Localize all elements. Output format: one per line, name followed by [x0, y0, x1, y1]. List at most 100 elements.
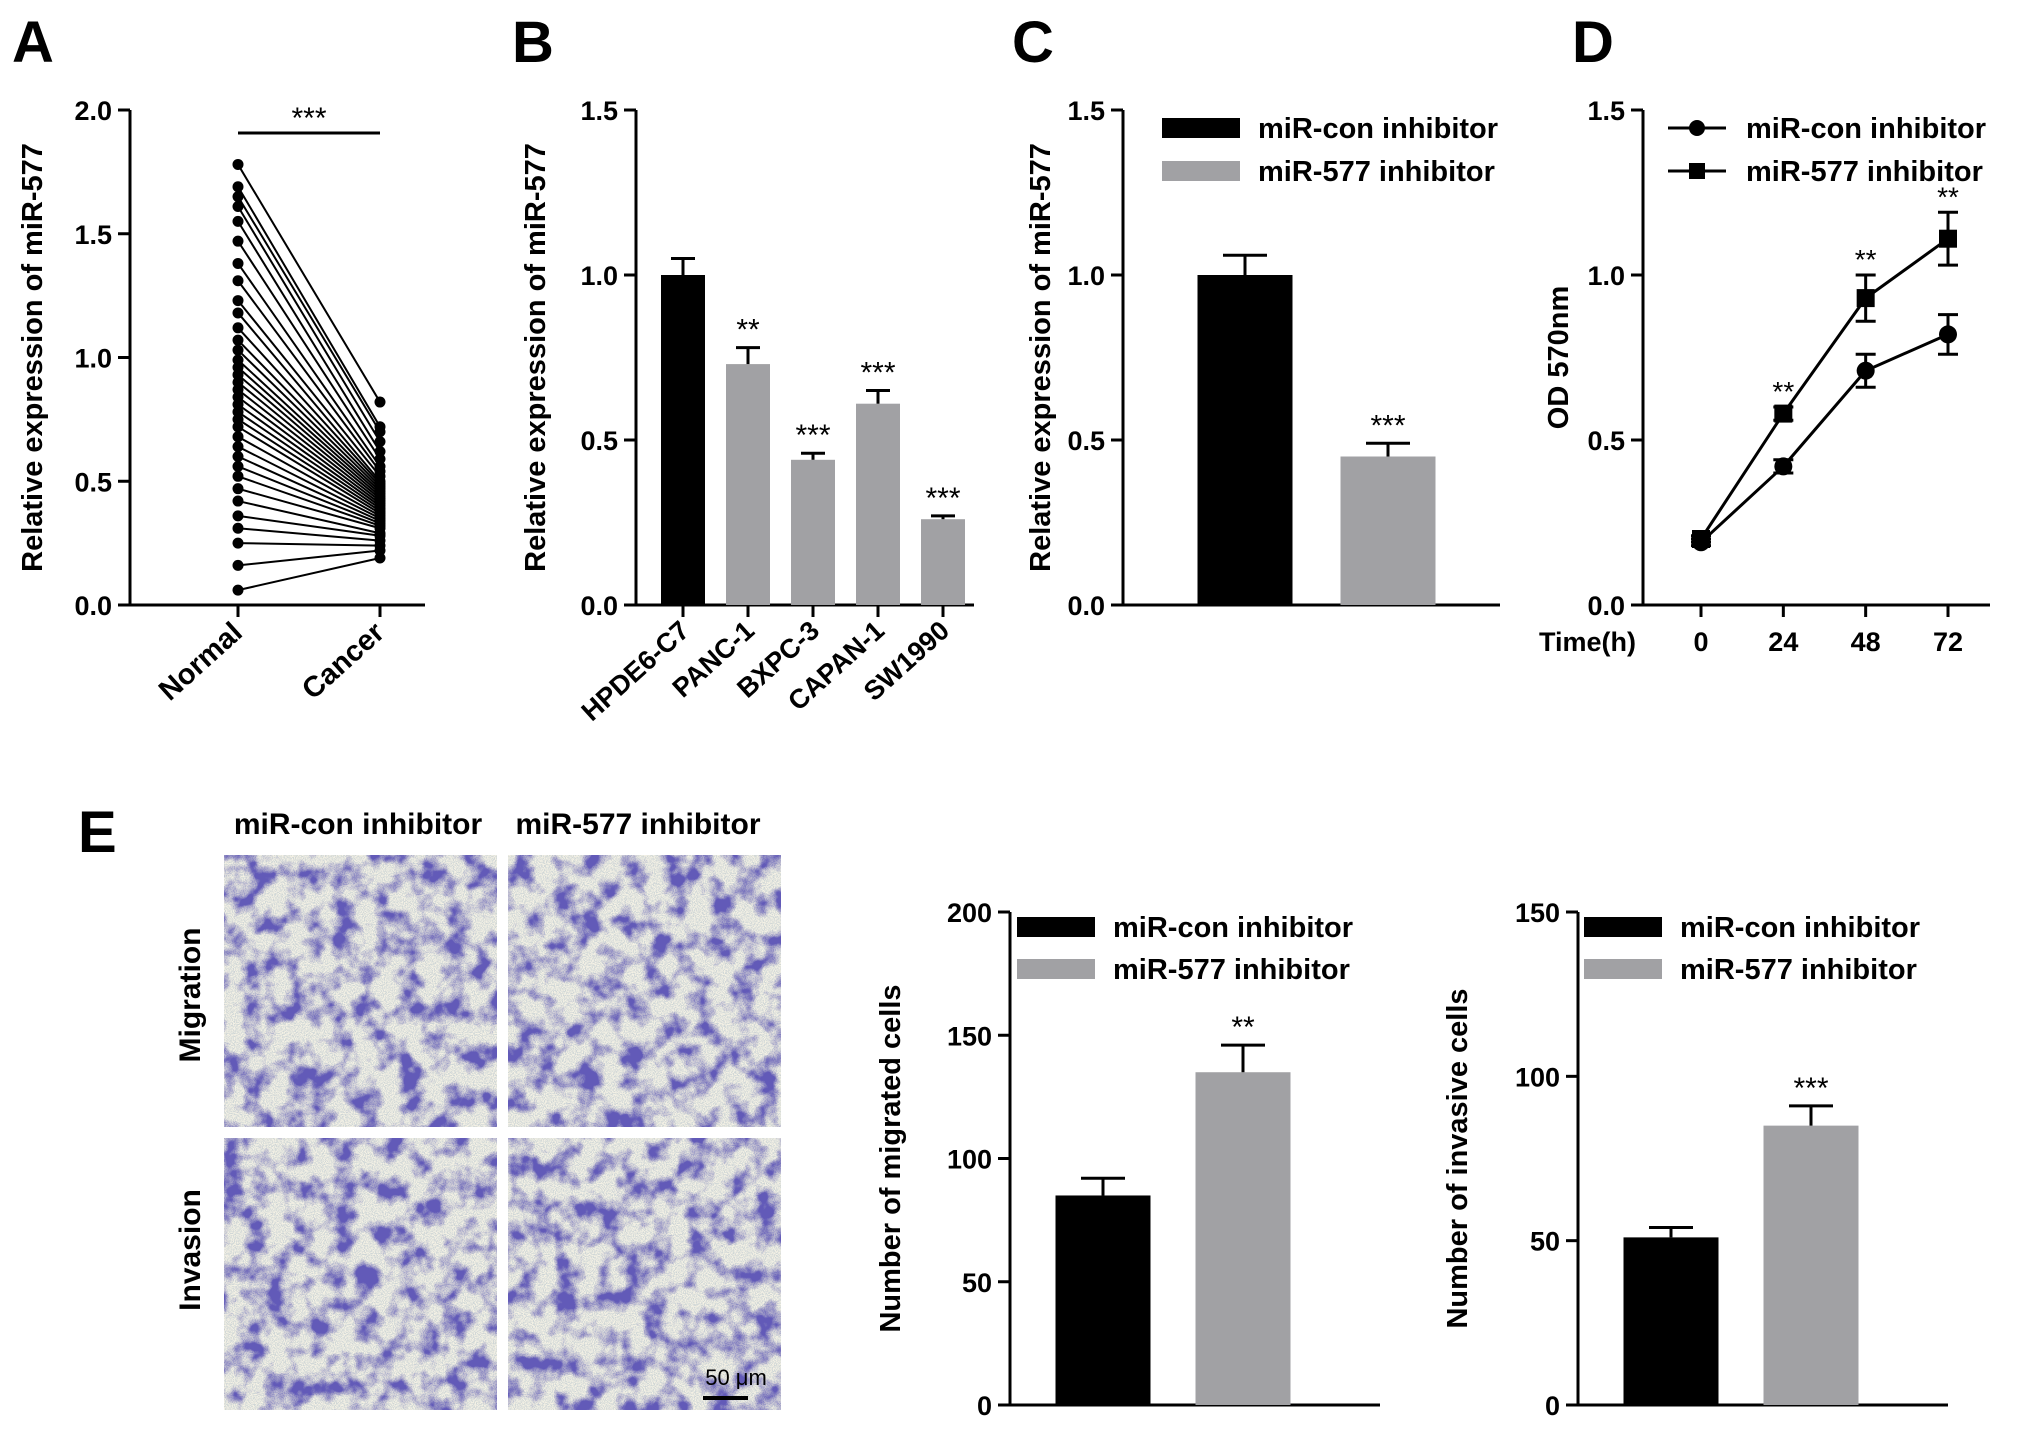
pair-line: [237, 196, 381, 433]
data-point: [1856, 361, 1875, 380]
normal-point: [232, 215, 244, 227]
significance-mark: **: [1231, 1011, 1255, 1044]
y-tick-label: 1.0: [1587, 261, 1625, 291]
legend-label: miR-577 inhibitor: [1746, 156, 1983, 188]
y-tick-label: 50: [1530, 1227, 1560, 1257]
normal-point: [232, 158, 244, 170]
y-tick-label: 0.0: [74, 591, 112, 621]
y-tick-label: 150: [947, 1021, 992, 1051]
y-tick-label: 0: [977, 1391, 992, 1421]
legend-label: miR-con inhibitor: [1258, 113, 1498, 145]
normal-point: [232, 322, 244, 334]
pair-line: [237, 475, 381, 527]
normal-point: [232, 191, 244, 203]
pair-line: [237, 514, 381, 537]
cancer-point: [374, 426, 386, 438]
data-point: [1939, 325, 1957, 344]
legend-label: miR-577 inhibitor: [1680, 954, 1917, 986]
bar: [661, 275, 705, 605]
normal-point: [232, 235, 244, 247]
significance-mark: ***: [1793, 1072, 1828, 1105]
panel-e-micrographs: miR-con inhibitor miR-577 inhibitor Migr…: [174, 808, 781, 1410]
y-tick-label: 1.0: [1067, 261, 1105, 291]
x-tick-label: Cancer: [296, 616, 390, 706]
pair-line: [237, 366, 381, 495]
panel-label-d: D: [1572, 10, 1614, 75]
normal-point: [232, 584, 244, 596]
x-tick-label: 48: [1851, 627, 1881, 657]
bar: [1763, 1125, 1859, 1405]
pair-line: [237, 425, 381, 515]
y-axis-label: Relative expression of miR-577: [520, 143, 552, 572]
legend-swatch: [1162, 118, 1240, 138]
data-point: [1692, 530, 1710, 548]
significance-mark: **: [736, 314, 760, 347]
normal-point: [232, 344, 244, 356]
pair-line: [237, 280, 381, 472]
x-tick-label: 0: [1693, 627, 1708, 657]
data-point: [1774, 457, 1793, 476]
micrograph-migration-inhibitor: [508, 855, 781, 1127]
pair-line: [237, 349, 381, 490]
x-tick-label: 72: [1933, 627, 1963, 657]
y-tick-label: 0.0: [580, 591, 618, 621]
panel-d-proliferation-line-chart: 0.0 0.5 1.0 1.5 OD 570nm 0 24 48 72 Time(h) ** ** **…: [1539, 96, 1990, 657]
panel-label-a: A: [12, 10, 54, 75]
y-tick-label: 0.5: [580, 426, 618, 456]
normal-point: [232, 334, 244, 346]
panel-b-cell-line-bar-chart: 0.0 0.5 1.0 1.5 Relative expression of miR-5…: [520, 96, 974, 727]
pair-line: [237, 418, 381, 512]
normal-point: [232, 559, 244, 571]
bar: [1623, 1237, 1719, 1405]
panel-e-invasive-cells-bar-chart: 0 50 100 150 Number of invasive cells *** miR-…: [1442, 898, 1948, 1421]
legend-label: miR-con inhibitor: [1680, 912, 1920, 944]
legend-swatch: [1584, 917, 1662, 937]
y-tick-label: 0: [1545, 1391, 1560, 1421]
pair-line: [237, 542, 381, 547]
pair-line: [237, 549, 381, 567]
data-point: [1774, 404, 1793, 423]
bar: [726, 364, 770, 605]
legend-label: miR-con inhibitor: [1746, 113, 1986, 145]
pair-line: [237, 388, 381, 502]
cancer-point: [374, 552, 386, 564]
legend-marker: [1689, 120, 1705, 136]
y-tick-label: 50: [962, 1268, 992, 1298]
legend-swatch: [1162, 161, 1240, 181]
micrograph-column-title-2: miR-577 inhibitor: [515, 808, 760, 841]
y-axis-label: OD 570nm: [1543, 286, 1575, 429]
normal-point: [232, 421, 244, 433]
significance-mark: ***: [925, 482, 960, 515]
pair-line: [237, 312, 381, 482]
y-tick-label: 0.5: [1067, 426, 1105, 456]
pair-line: [237, 465, 381, 525]
normal-point: [232, 307, 244, 319]
y-tick-label: 0.5: [1587, 426, 1625, 456]
panel-label-c: C: [1012, 10, 1054, 75]
y-tick-label: 200: [947, 898, 992, 928]
normal-point: [232, 510, 244, 522]
legend-label: miR-con inhibitor: [1113, 912, 1353, 944]
x-tick-label: 24: [1768, 627, 1798, 657]
series-line: [1699, 333, 1949, 544]
pair-line: [237, 186, 381, 428]
y-tick-label: 100: [1515, 1062, 1560, 1092]
pair-line: [237, 359, 381, 492]
y-tick-label: 0.5: [74, 467, 112, 497]
pair-line: [237, 527, 381, 542]
y-tick-label: 1.0: [74, 344, 112, 374]
significance-mark: **: [1772, 376, 1794, 407]
bar: [791, 459, 835, 605]
pair-line: [237, 403, 381, 507]
cancer-point: [374, 396, 386, 408]
y-tick-label: 1.0: [580, 261, 618, 291]
panel-c-inhibitor-bar-chart: 0.0 0.5 1.0 1.5 Relative expression of miR-5…: [1025, 96, 1500, 621]
panel-label-e: E: [78, 800, 117, 865]
pair-line: [237, 240, 381, 460]
pair-line: [237, 374, 381, 497]
panel-label-b: B: [512, 10, 554, 75]
normal-point: [232, 495, 244, 507]
legend-label: miR-577 inhibitor: [1258, 156, 1495, 188]
pair-line: [237, 381, 381, 500]
pair-line: [237, 163, 381, 403]
